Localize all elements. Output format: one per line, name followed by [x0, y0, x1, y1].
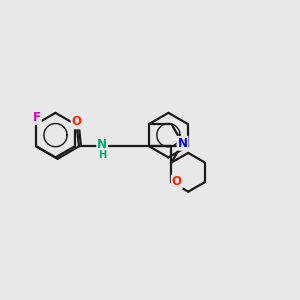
Text: F: F: [33, 111, 41, 124]
Text: O: O: [72, 116, 82, 128]
Text: N: N: [97, 138, 107, 151]
Text: O: O: [172, 176, 182, 188]
Text: N: N: [178, 137, 188, 150]
Text: H: H: [98, 150, 106, 160]
